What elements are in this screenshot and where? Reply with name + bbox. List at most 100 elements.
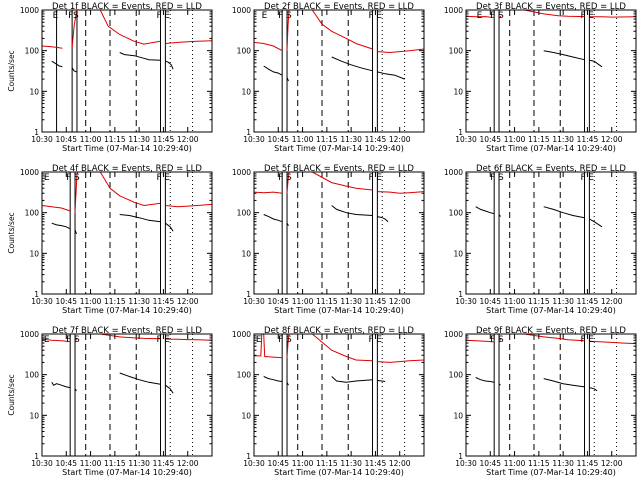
plot-frame xyxy=(465,171,637,295)
events-series-line xyxy=(331,205,373,216)
lld-series-line xyxy=(165,338,212,341)
flag-marker-label: E xyxy=(44,335,50,345)
events-series-line xyxy=(74,388,77,392)
lld-series-line xyxy=(377,48,424,54)
x-tick-label: 10:45 xyxy=(479,135,501,144)
y-tick-label: 1 xyxy=(34,452,39,461)
y-tick-label: 100 xyxy=(237,371,252,380)
lld-series-line xyxy=(74,172,79,213)
x-tick-label: 11:45 xyxy=(365,135,387,144)
events-series-line xyxy=(498,214,501,217)
x-tick-label: 11:30 xyxy=(340,297,362,306)
events-series-line xyxy=(119,214,161,223)
events-series-line xyxy=(377,380,386,382)
events-series-line xyxy=(165,384,174,394)
flag-marker-label: F xyxy=(157,335,162,345)
flag-marker-label: E xyxy=(588,335,594,345)
y-tick-label: 1000 xyxy=(20,330,39,339)
events-series-line xyxy=(119,372,161,385)
x-axis-label: Start Time (07-Mar-14 10:29:40) xyxy=(486,144,616,153)
events-series-line xyxy=(377,71,405,80)
y-tick-label: 1000 xyxy=(444,330,463,339)
lld-series-line xyxy=(100,334,161,340)
x-tick-label: 12:00 xyxy=(177,297,199,306)
x-tick-label: 11:00 xyxy=(80,135,102,144)
panel-title: Det 1f BLACK = Events, RED = LLD xyxy=(52,2,202,12)
flag-marker-label: S xyxy=(498,11,504,21)
x-tick-label: 11:30 xyxy=(552,297,574,306)
lld-series-line xyxy=(311,10,373,50)
flag-marker-label: F xyxy=(278,11,283,21)
lld-series-line xyxy=(312,172,373,191)
x-axis-label: Start Time (07-Mar-14 10:29:40) xyxy=(274,468,404,477)
flag-marker-label: F xyxy=(66,335,71,345)
x-tick-label: 11:15 xyxy=(528,297,550,306)
x-tick-label: 10:30 xyxy=(243,135,265,144)
flag-marker-label: F xyxy=(157,11,162,21)
y-tick-label: 1000 xyxy=(20,168,39,177)
y-tick-label: 100 xyxy=(237,47,252,56)
flag-marker-label: E xyxy=(376,335,382,345)
events-series-line xyxy=(263,214,283,223)
x-tick-label: 11:45 xyxy=(365,297,387,306)
x-tick-label: 10:45 xyxy=(267,297,289,306)
flag-marker-label: E xyxy=(44,173,50,183)
lld-series-line xyxy=(254,334,263,357)
y-tick-label: 10 xyxy=(29,87,39,96)
events-series-line xyxy=(286,77,289,82)
lld-series-line xyxy=(524,10,585,18)
flag-marker-label: E xyxy=(477,11,483,21)
y-tick-label: 10 xyxy=(241,249,251,258)
x-tick-label: 12:00 xyxy=(389,297,411,306)
x-tick-label: 11:30 xyxy=(128,135,150,144)
lld-series-line xyxy=(311,334,373,362)
x-tick-label: 11:15 xyxy=(528,459,550,468)
y-tick-label: 1000 xyxy=(232,330,251,339)
lld-series-line xyxy=(42,205,71,212)
flag-marker-label: S xyxy=(286,11,292,21)
events-series-line xyxy=(543,50,585,61)
x-axis-label: Start Time (07-Mar-14 10:29:40) xyxy=(62,144,192,153)
lld-series-line xyxy=(524,334,585,342)
events-series-line xyxy=(589,59,603,68)
lld-series-line xyxy=(377,191,424,194)
x-axis-label: Start Time (07-Mar-14 10:29:40) xyxy=(62,468,192,477)
y-tick-label: 1000 xyxy=(444,6,463,15)
y-tick-label: 10 xyxy=(453,249,463,258)
plot-frame xyxy=(41,333,213,457)
lld-series-line xyxy=(165,40,212,44)
x-tick-label: 12:00 xyxy=(601,297,623,306)
panel-title: Det 5f BLACK = Events, RED = LLD xyxy=(264,164,414,174)
events-series-line xyxy=(543,206,585,219)
x-tick-label: 10:45 xyxy=(267,135,289,144)
x-tick-label: 11:15 xyxy=(104,459,126,468)
flag-marker-label: E xyxy=(164,173,170,183)
x-tick-label: 12:00 xyxy=(177,459,199,468)
x-tick-label: 11:00 xyxy=(504,297,526,306)
x-tick-label: 10:30 xyxy=(31,297,53,306)
lld-series-line xyxy=(377,359,424,363)
y-tick-label: 10 xyxy=(29,411,39,420)
y-tick-label: 100 xyxy=(25,47,40,56)
x-tick-label: 11:00 xyxy=(80,297,102,306)
flag-marker-label: F xyxy=(68,11,73,21)
x-tick-label: 10:30 xyxy=(243,297,265,306)
flag-marker-label: F xyxy=(278,335,283,345)
flag-marker-label: S xyxy=(74,173,80,183)
flag-marker-label: F xyxy=(490,11,495,21)
y-tick-label: 1 xyxy=(246,290,251,299)
lld-series-line xyxy=(99,172,161,207)
flag-marker-label: F xyxy=(490,173,495,183)
y-tick-label: 10 xyxy=(453,87,463,96)
events-series-line xyxy=(589,218,603,228)
y-tick-label: 1000 xyxy=(444,168,463,177)
lld-series-line xyxy=(99,10,161,45)
y-tick-label: 100 xyxy=(449,209,464,218)
x-axis-label: Start Time (07-Mar-14 10:29:40) xyxy=(486,306,616,315)
x-tick-label: 11:45 xyxy=(577,459,599,468)
flag-marker-label: E xyxy=(53,11,59,21)
